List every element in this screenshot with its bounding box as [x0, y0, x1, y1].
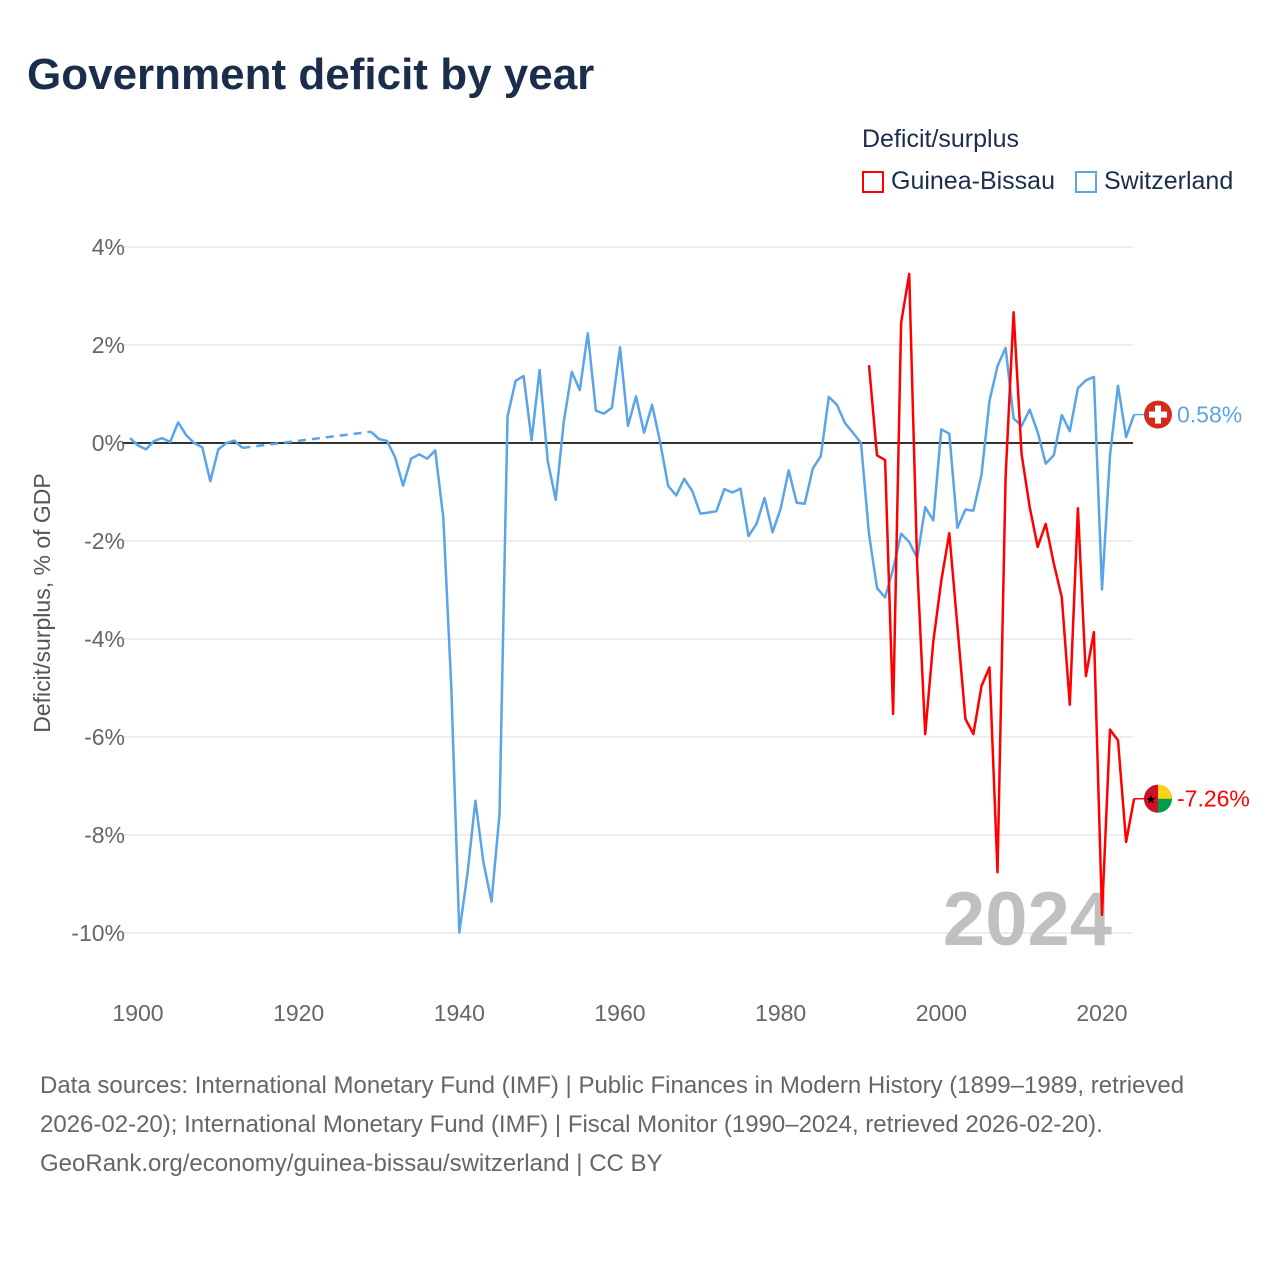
legend-swatch-switzerland [1075, 170, 1097, 193]
y-tick-label: -6% [84, 724, 125, 750]
y-tick-label: -10% [71, 920, 125, 946]
legend-item-guinea-bissau[interactable]: Guinea-Bissau [862, 167, 1055, 196]
legend-title: Deficit/surplus [862, 125, 1019, 153]
flag-red [1144, 784, 1158, 813]
legend-item-switzerland[interactable]: Switzerland [1075, 167, 1233, 196]
legend-label: Switzerland [1104, 167, 1234, 195]
y-tick-label: -2% [84, 528, 125, 554]
x-tick-label: 1920 [273, 1000, 324, 1026]
year-watermark: 2024 [943, 877, 1112, 962]
x-tick-label: 1900 [112, 1000, 163, 1026]
chart-title: Government deficit by year [27, 50, 595, 99]
y-tick-label: 2% [92, 332, 125, 358]
flag-yellow [1158, 784, 1172, 799]
line-chart: 4% 2% 0% -2% -4% -6% -8% -10% 1900 1920 1940 1960 19… [29, 234, 1250, 1026]
credit-link[interactable]: GeoRank.org/economy/guinea-bissau/switze… [40, 1150, 663, 1177]
data-sources: Data sources: International Monetary Fun… [40, 1072, 1185, 1138]
y-tick-label: -8% [84, 822, 125, 848]
y-tick-label: -4% [84, 626, 125, 652]
guinea-bissau-flag-icon: ★ [1144, 784, 1172, 813]
x-tick-label: 2020 [1076, 1000, 1127, 1026]
switzerland-flag-icon [1144, 400, 1172, 429]
y-axis-label: Deficit/surplus, % of GDP [29, 473, 55, 732]
legend-swatch-guinea-bissau [862, 170, 884, 193]
x-tick-label: 2000 [916, 1000, 967, 1026]
x-tick-label: 1940 [434, 1000, 485, 1026]
y-tick-label: 4% [92, 234, 125, 260]
end-value-label: -7.26% [1177, 786, 1250, 812]
x-tick-label: 1980 [755, 1000, 806, 1026]
footer: Data sources: International Monetary Fun… [40, 1066, 1240, 1183]
series-line-guinea-bissau [867, 272, 1136, 917]
flag-cross [1149, 411, 1167, 418]
x-tick-label: 1960 [594, 1000, 645, 1026]
legend-label: Guinea-Bissau [891, 167, 1055, 195]
series-gap-switzerland [242, 430, 372, 450]
series-line-switzerland [129, 421, 244, 483]
series-line-switzerland [370, 331, 1136, 934]
end-value-label: 0.58% [1177, 402, 1242, 428]
y-tick-label: 0% [92, 430, 125, 456]
flag-star: ★ [1146, 793, 1157, 807]
